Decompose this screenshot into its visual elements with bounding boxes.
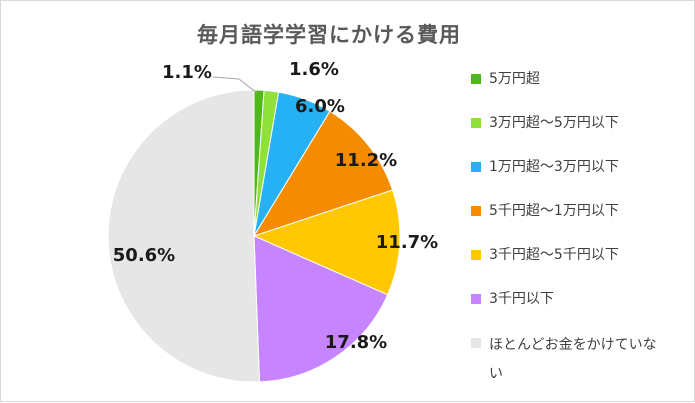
pie-slice (253, 235, 389, 383)
data-label: 17.8% (325, 332, 387, 353)
data-label: 1.1% (162, 62, 212, 83)
legend-swatch (471, 162, 481, 172)
legend-item: 3千円以下 (471, 287, 686, 311)
legend: 5万円超 3万円超～5万円以下 1万円超～3万円以下 5千円超～1万円以下 3千… (471, 67, 686, 389)
pie-slice (107, 89, 261, 383)
legend-swatch (471, 294, 481, 304)
legend-item: 3万円超～5万円以下 (471, 111, 686, 135)
legend-item: 1万円超～3万円以下 (471, 155, 686, 179)
pie-slice (252, 189, 401, 296)
data-label: 1.6% (289, 59, 339, 80)
data-label: 11.7% (376, 232, 438, 253)
legend-swatch (471, 206, 481, 216)
legend-label: 5万円超 (489, 71, 540, 87)
legend-label: ほとんどお金をかけていない (489, 337, 657, 382)
legend-label: 3千円以下 (489, 291, 554, 307)
chart-title: 毎月語学学習にかける費用 (197, 23, 461, 47)
legend-item: 5万円超 (471, 67, 686, 91)
leader-line (212, 76, 258, 94)
legend-swatch (471, 250, 481, 260)
legend-item: 3千円超～5千円以下 (471, 243, 686, 267)
data-label: 11.2% (335, 150, 397, 171)
legend-label: 1万円超～3万円以下 (489, 159, 619, 175)
legend-label: 5千円超～1万円以下 (489, 203, 619, 219)
data-label: 6.0% (295, 96, 345, 117)
legend-label: 3万円超～5万円以下 (489, 115, 619, 131)
legend-item: 5千円超～1万円以下 (471, 199, 686, 223)
legend-swatch (471, 118, 481, 128)
pie-slice (252, 110, 394, 237)
legend-swatch (471, 338, 481, 348)
data-label: 50.6% (113, 245, 175, 266)
legend-swatch (471, 74, 481, 84)
legend-label: 3千円超～5千円以下 (489, 247, 619, 263)
legend-item: ほとんどお金をかけていない (471, 331, 659, 389)
